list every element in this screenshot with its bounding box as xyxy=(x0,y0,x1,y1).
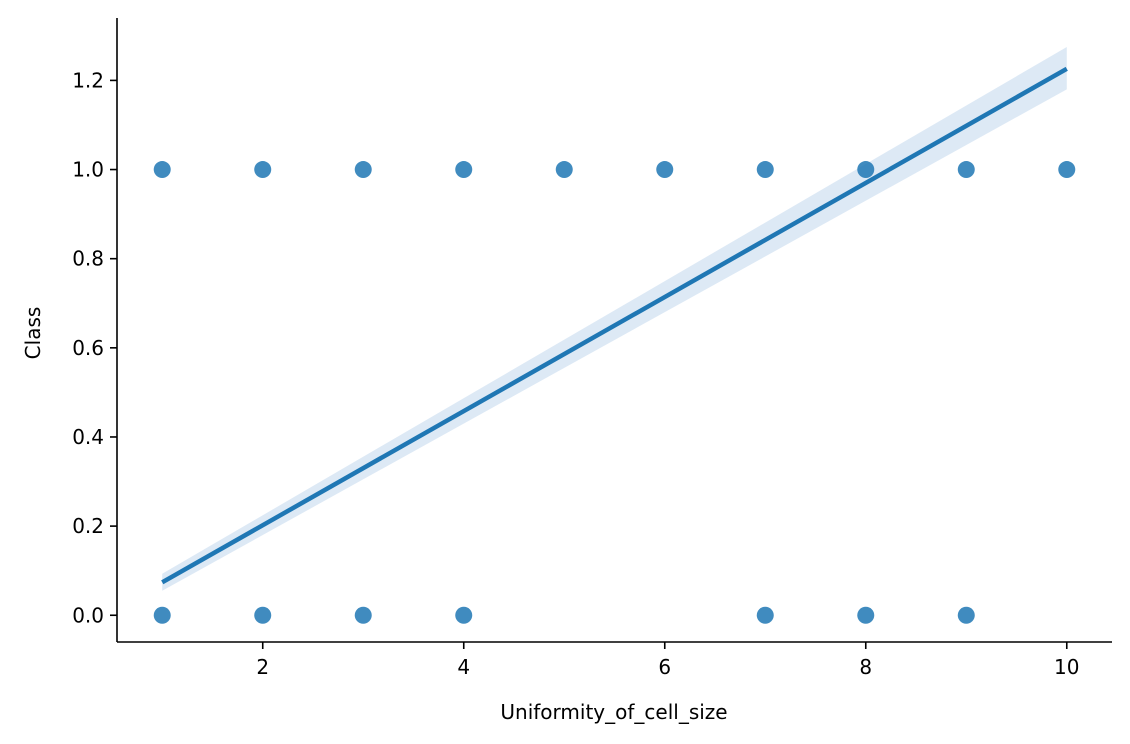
scatter-point xyxy=(254,606,272,624)
scatter-point xyxy=(957,606,975,624)
scatter-point xyxy=(656,161,674,179)
y-tick-label: 0.6 xyxy=(72,336,104,360)
scatter-point xyxy=(756,606,774,624)
scatter-point xyxy=(254,161,272,179)
y-tick-label: 1.0 xyxy=(72,158,104,182)
y-tick-label: 0.8 xyxy=(72,247,104,271)
scatter-point xyxy=(756,161,774,179)
y-tick-label: 0.2 xyxy=(72,514,104,538)
x-tick-label: 6 xyxy=(658,655,671,679)
scatter-point xyxy=(857,606,875,624)
scatter-point xyxy=(455,606,473,624)
y-tick-label: 0.4 xyxy=(72,425,104,449)
scatter-point xyxy=(1058,161,1076,179)
x-axis-label: Uniformity_of_cell_size xyxy=(500,700,727,724)
y-axis-label: Class xyxy=(21,307,45,360)
x-tick-label: 8 xyxy=(859,655,872,679)
scatter-point xyxy=(857,161,875,179)
x-tick-label: 2 xyxy=(256,655,269,679)
scatter-point xyxy=(455,161,473,179)
x-tick-label: 10 xyxy=(1054,655,1079,679)
confidence-band xyxy=(162,46,1067,591)
scatter-point xyxy=(153,606,171,624)
scatter-points-layer xyxy=(153,161,1076,624)
scatter-point xyxy=(957,161,975,179)
x-tick-label: 4 xyxy=(457,655,470,679)
y-tick-label: 1.2 xyxy=(72,68,104,92)
regression-line xyxy=(161,66,1068,585)
regression-line-layer xyxy=(161,66,1068,585)
y-ticks-layer: 0.0 0.2 0.4 0.6 0.8 1.0 1.2 xyxy=(72,68,117,627)
confidence-band-layer xyxy=(162,46,1067,591)
scatter-point xyxy=(354,606,372,624)
scatter-point xyxy=(555,161,573,179)
y-tick-label: 0.0 xyxy=(72,603,104,627)
scatter-point xyxy=(354,161,372,179)
scatter-point xyxy=(153,161,171,179)
x-ticks-layer: 2 4 6 8 10 xyxy=(256,642,1079,679)
